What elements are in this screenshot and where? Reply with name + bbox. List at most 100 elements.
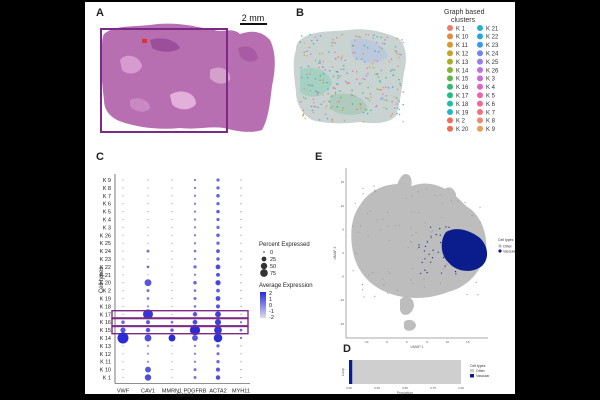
dotplot-dot — [193, 360, 197, 363]
dotplot-dot — [193, 296, 197, 301]
umap-point — [363, 296, 365, 298]
spatial-dot — [388, 60, 391, 63]
dotplot-dot — [215, 304, 221, 309]
spatial-dot — [385, 86, 387, 88]
dotplot-dot — [147, 195, 149, 197]
spatial-dot — [343, 119, 346, 122]
spatial-dot — [359, 104, 362, 106]
umap-point — [359, 225, 362, 227]
spatial-dot — [319, 62, 322, 64]
cluster-legend-swatch — [477, 100, 483, 107]
dotplot-dot — [171, 297, 173, 300]
umap-point — [450, 200, 453, 202]
spatial-dot — [341, 109, 344, 112]
dotplot-dot — [216, 209, 220, 214]
umap-point-vascular — [455, 246, 458, 249]
spatial-dot — [322, 81, 325, 84]
spatial-dot — [339, 96, 342, 99]
umap-point — [457, 200, 459, 202]
cluster-legend-label: K 13 — [456, 60, 469, 66]
spatial-dot — [391, 86, 394, 88]
spatial-dot — [328, 101, 331, 103]
dotplot-dot — [171, 187, 173, 189]
cluster-legend-swatch — [477, 33, 483, 40]
dotplot-dot — [240, 266, 242, 268]
umap-point — [383, 284, 385, 286]
dotplot-dot — [193, 194, 197, 197]
spatial-dot — [340, 68, 343, 71]
dotplot-dot — [240, 376, 242, 379]
dotplot-row-label: K 4 — [103, 218, 111, 224]
spatial-dot — [302, 112, 305, 115]
dotplot-dot — [240, 250, 242, 252]
spatial-dot — [362, 121, 365, 123]
spatial-dot — [365, 97, 367, 99]
spatial-dot — [318, 52, 321, 55]
spatial-dot — [337, 74, 339, 77]
spatial-dot — [306, 76, 309, 79]
spatial-dot — [376, 60, 379, 62]
spatial-dot — [402, 120, 404, 123]
spatial-dot — [396, 37, 399, 40]
spatial-dot — [368, 66, 371, 68]
umap-point — [441, 203, 443, 205]
spatial-dot — [303, 51, 306, 54]
spatial-dot — [381, 42, 384, 45]
bar-ylabel: Loop — [341, 368, 345, 376]
spatial-dot — [361, 77, 364, 80]
spatial-dot — [354, 52, 356, 54]
spatial-dot — [311, 109, 314, 112]
spatial-dot — [331, 120, 333, 122]
dotplot-row-label: K 25 — [100, 241, 111, 247]
spatial-dot — [301, 114, 304, 117]
spatial-dot — [336, 36, 338, 39]
umap-point — [410, 279, 412, 281]
cluster-legend-title-2: clusters — [451, 17, 476, 24]
umap-point — [423, 286, 425, 289]
spatial-dot — [326, 81, 328, 84]
bar-tick-label: 0.25 — [374, 386, 380, 390]
cluster-legend-label: K 6 — [486, 102, 496, 108]
spatial-dot — [331, 44, 333, 47]
spatial-dot — [374, 73, 376, 76]
spatial-dot — [398, 113, 401, 116]
dotplot-gene-label: VWF — [117, 389, 130, 395]
dotplot-dot — [144, 334, 152, 342]
spatial-dot — [393, 69, 396, 71]
spatial-dot — [382, 86, 385, 89]
cluster-legend-label: K 4 — [486, 85, 496, 91]
spatial-dot — [387, 86, 390, 89]
spatial-dot — [381, 48, 383, 50]
spatial-dot — [358, 82, 361, 85]
spatial-dot — [309, 72, 311, 75]
dotplot-dot — [192, 335, 198, 341]
dotplot-dot — [171, 179, 173, 181]
dotplot-dot — [216, 241, 220, 245]
spatial-dot — [310, 39, 313, 42]
dotplot-dot — [216, 194, 220, 198]
spatial-dot — [335, 57, 337, 60]
dotplot-dot — [122, 353, 124, 355]
umap-point — [446, 263, 448, 265]
dotplot-dot — [122, 234, 124, 236]
umap-point-vascular — [426, 271, 428, 274]
umap-point — [357, 231, 359, 233]
spatial-dot — [391, 68, 394, 71]
umap-y-tick: 5 — [342, 227, 344, 231]
cluster-legend-swatch — [447, 58, 453, 65]
umap-legend-label: Other — [503, 245, 513, 249]
dotplot-dot — [122, 274, 124, 276]
dotplot: K 9 K 8 K 7 K 6 K 5 K 4K 3 K 26 K 25 K 24 K 23 K 2… — [100, 174, 250, 395]
dotplot-dot — [192, 312, 198, 317]
dotplot-dot — [171, 274, 173, 276]
dotplot-dot — [171, 218, 173, 221]
dotplot-dot — [171, 353, 173, 355]
color-legend-label: 0 — [269, 303, 272, 309]
scale-bar-label: 2 mm — [242, 13, 265, 23]
umap-legend-swatch — [498, 244, 502, 248]
spatial-dot — [334, 91, 337, 94]
spatial-dot — [339, 75, 341, 77]
dotplot-dot — [171, 290, 173, 292]
red-marker — [142, 39, 147, 43]
cluster-legend-label: K 8 — [486, 119, 496, 125]
